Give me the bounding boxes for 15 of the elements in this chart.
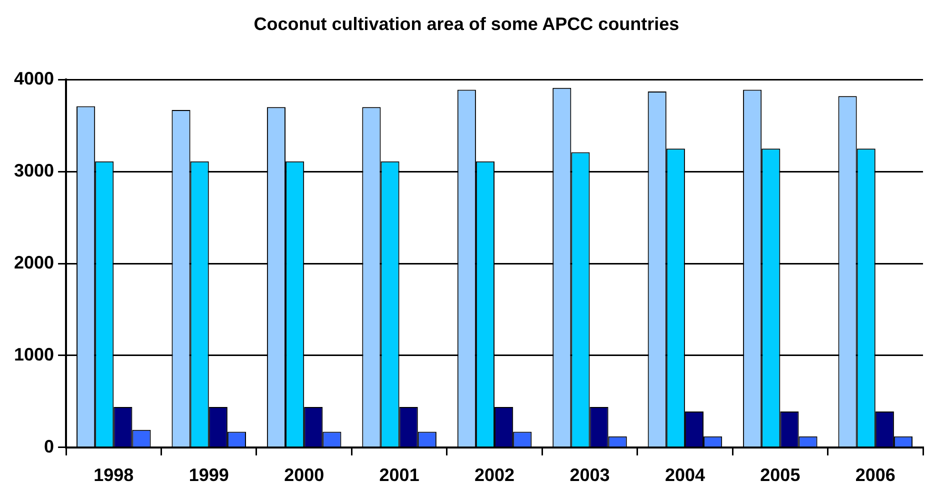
x-tick-label: 2004 [664, 465, 705, 486]
y-tick-label: 4000 [14, 68, 54, 89]
x-tick-label: 1999 [188, 465, 229, 486]
x-tick-label: 2006 [855, 465, 896, 486]
x-tick-label: 2001 [379, 465, 420, 486]
x-tick-label: 1998 [94, 465, 134, 486]
y-tick-label: 1000 [14, 344, 54, 364]
y-tick-label: 0 [44, 436, 54, 456]
y-tick-label: 3000 [14, 160, 54, 181]
x-tick-label: 2000 [284, 465, 324, 486]
x-tick-label: 2003 [570, 465, 610, 486]
x-tick-label: 2005 [760, 465, 800, 486]
chart-title: Coconut cultivation area of some APCC countries [254, 14, 680, 34]
x-tick-label: 2002 [474, 465, 515, 486]
y-tick-label: 2000 [14, 252, 54, 272]
